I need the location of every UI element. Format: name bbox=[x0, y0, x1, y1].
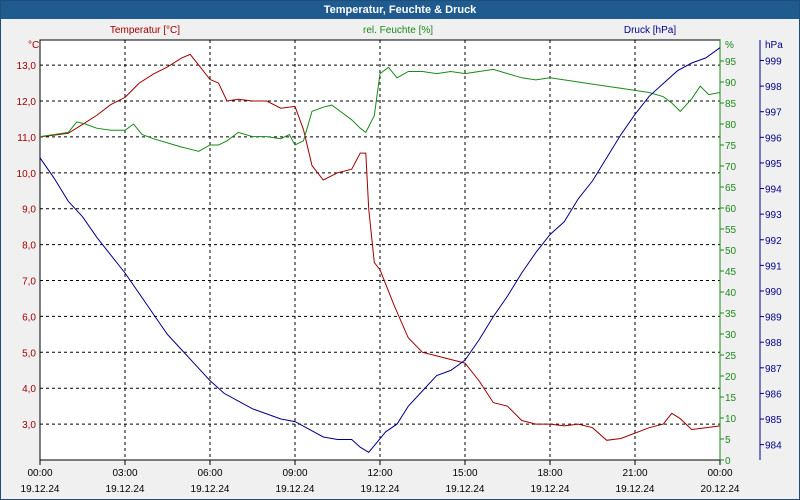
pressure-axis-unit: hPa bbox=[765, 40, 783, 51]
series-line-hum bbox=[39, 66, 721, 152]
humidity-axis-unit: % bbox=[725, 40, 734, 51]
x-tick-date: 20.12.24 bbox=[701, 484, 740, 495]
humidity-tick-label: 20 bbox=[725, 372, 737, 383]
x-tick-time: 12:00 bbox=[367, 468, 392, 479]
humidity-tick-label: 35 bbox=[725, 309, 737, 320]
axes bbox=[39, 40, 764, 465]
x-tick-time: 21:00 bbox=[622, 468, 647, 479]
legend-temp: Temperatur [°C] bbox=[110, 25, 180, 36]
temp-tick-label: 4,0 bbox=[22, 384, 36, 395]
humidity-tick-label: 85 bbox=[725, 99, 737, 110]
grid-lines bbox=[40, 40, 720, 460]
humidity-tick-label: 25 bbox=[725, 351, 737, 362]
pressure-tick-label: 987 bbox=[765, 364, 782, 375]
humidity-tick-label: 45 bbox=[725, 267, 737, 278]
pressure-tick-label: 994 bbox=[765, 185, 782, 196]
humidity-tick-label: 30 bbox=[725, 330, 737, 341]
pressure-tick-label: 990 bbox=[765, 287, 782, 298]
legend-hum: rel. Feuchte [%] bbox=[363, 25, 433, 36]
pressure-tick-label: 992 bbox=[765, 236, 782, 247]
x-tick-date: 19.12.24 bbox=[191, 484, 230, 495]
temp-tick-label: 11,0 bbox=[17, 133, 36, 144]
pressure-tick-label: 988 bbox=[765, 338, 782, 349]
x-tick-date: 19.12.24 bbox=[276, 484, 315, 495]
pressure-tick-label: 999 bbox=[765, 56, 782, 67]
temp-tick-label: 12,0 bbox=[17, 97, 37, 108]
temp-tick-label: 9,0 bbox=[22, 205, 36, 216]
pressure-tick-label: 997 bbox=[765, 108, 782, 119]
temp-tick-label: 7,0 bbox=[22, 277, 36, 288]
humidity-tick-label: 15 bbox=[725, 393, 737, 404]
humidity-tick-label: 40 bbox=[725, 288, 737, 299]
x-tick-time: 15:00 bbox=[452, 468, 477, 479]
temp-tick-label: 8,0 bbox=[22, 241, 36, 252]
pressure-tick-label: 986 bbox=[765, 389, 782, 400]
temp-axis-unit: °C bbox=[28, 40, 39, 51]
humidity-tick-label: 50 bbox=[725, 246, 737, 257]
x-tick-date: 19.12.24 bbox=[446, 484, 485, 495]
humidity-tick-label: 70 bbox=[725, 162, 737, 173]
humidity-tick-label: 90 bbox=[725, 78, 737, 89]
x-tick-date: 19.12.24 bbox=[616, 484, 655, 495]
pressure-tick-label: 984 bbox=[765, 441, 782, 452]
series-line-press bbox=[39, 47, 721, 453]
pressure-tick-label: 995 bbox=[765, 159, 782, 170]
x-tick-time: 06:00 bbox=[197, 468, 222, 479]
x-tick-date: 19.12.24 bbox=[106, 484, 145, 495]
window-title: Temperatur, Feuchte & Druck bbox=[1, 1, 799, 19]
temp-tick-label: 13,0 bbox=[17, 61, 37, 72]
pressure-tick-label: 993 bbox=[765, 210, 782, 221]
x-tick-time: 18:00 bbox=[537, 468, 562, 479]
x-tick-time: 03:00 bbox=[112, 468, 137, 479]
temp-tick-label: 3,0 bbox=[22, 420, 36, 431]
humidity-tick-label: 0 bbox=[725, 456, 731, 467]
humidity-tick-label: 95 bbox=[725, 57, 737, 68]
x-tick-date: 19.12.24 bbox=[531, 484, 570, 495]
x-tick-date: 19.12.24 bbox=[361, 484, 400, 495]
temp-tick-label: 6,0 bbox=[22, 312, 36, 323]
humidity-tick-label: 10 bbox=[725, 414, 737, 425]
pressure-tick-label: 989 bbox=[765, 313, 782, 324]
humidity-tick-label: 65 bbox=[725, 183, 737, 194]
pressure-tick-label: 985 bbox=[765, 415, 782, 426]
humidity-tick-label: 55 bbox=[725, 225, 737, 236]
humidity-tick-label: 80 bbox=[725, 120, 737, 131]
humidity-tick-label: 60 bbox=[725, 204, 737, 215]
legend-press: Druck [hPa] bbox=[624, 25, 676, 36]
temp-tick-label: 10,0 bbox=[17, 169, 37, 180]
x-tick-time: 00:00 bbox=[27, 468, 52, 479]
x-tick-time: 00:00 bbox=[707, 468, 732, 479]
labels-layer: 00:00 19.12.24 03:00 19.12.24 06:00 19.12.24 0… bbox=[17, 25, 784, 495]
series-layer bbox=[39, 47, 721, 453]
humidity-tick-label: 5 bbox=[725, 435, 731, 446]
temp-tick-label: 5,0 bbox=[22, 348, 36, 359]
series-line-temp bbox=[39, 53, 721, 441]
humidity-tick-label: 75 bbox=[725, 141, 737, 152]
pressure-tick-label: 998 bbox=[765, 82, 782, 93]
x-tick-time: 09:00 bbox=[282, 468, 307, 479]
x-tick-date: 19.12.24 bbox=[21, 484, 60, 495]
pressure-tick-label: 991 bbox=[765, 261, 782, 272]
pressure-tick-label: 996 bbox=[765, 133, 782, 144]
